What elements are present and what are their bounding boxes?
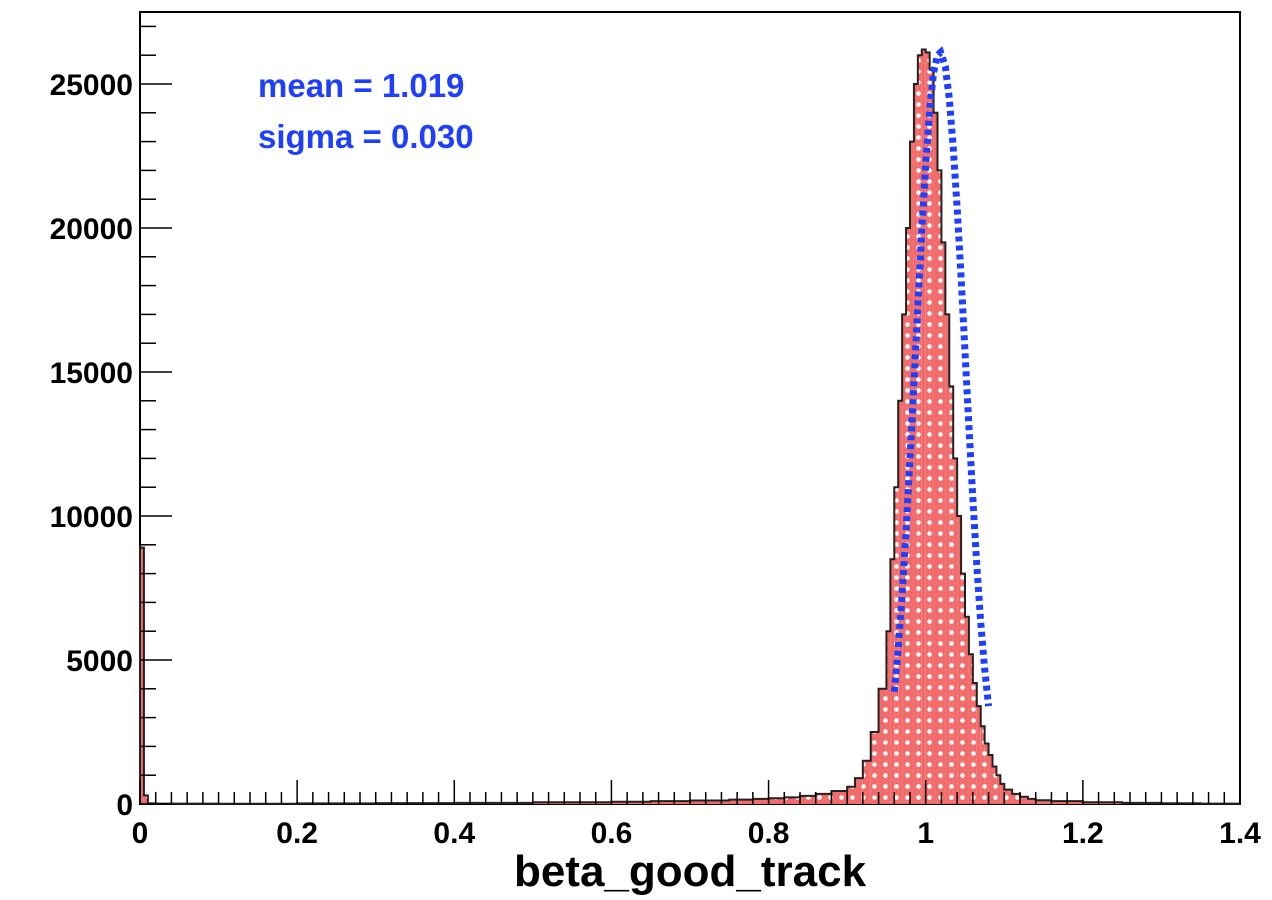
histogram-bar: [965, 616, 969, 804]
histogram-bar: [929, 69, 934, 805]
histogram-bar: [953, 458, 958, 804]
histogram-bar: [906, 228, 910, 804]
histogram-bar: [815, 793, 832, 804]
histogram-bar: [690, 800, 730, 804]
histogram-bar: [968, 654, 973, 804]
histogram-bar: [143, 795, 148, 804]
histogram-bar: [784, 797, 800, 804]
x-tick-label: 0.6: [591, 817, 633, 850]
histogram-bar: [650, 801, 690, 804]
x-tick-label: 0.4: [433, 817, 475, 850]
y-tick-label: 15000: [50, 357, 133, 390]
histogram-bar: [996, 775, 1001, 804]
histogram-bar: [961, 573, 965, 804]
x-tick-label: 0.2: [276, 817, 318, 850]
histogram-bar: [1027, 798, 1036, 804]
y-tick-label: 20000: [50, 213, 133, 246]
y-tick-label: 0: [116, 789, 133, 822]
histogram-bar: [925, 52, 930, 804]
x-tick-label: 1: [917, 817, 934, 850]
x-tick-label: 0.8: [748, 817, 790, 850]
histogram-bar: [921, 49, 926, 804]
histogram-bar: [941, 242, 946, 804]
histogram-bar: [1020, 796, 1028, 804]
histogram-bar: [949, 386, 954, 804]
x-tick-label: 0: [132, 817, 149, 850]
sigma-annotation: sigma = 0.030: [258, 118, 474, 155]
histogram-bar: [1004, 789, 1013, 804]
histogram-bar: [140, 547, 144, 804]
histogram-bar: [855, 778, 863, 804]
histogram-bar: [729, 799, 753, 804]
histogram-bar: [992, 766, 997, 804]
axis-tick-labels: 0 0.2 0.4 0.6 0.8 1 1.2 1.4 0 5000 10000 15000 20000…: [50, 69, 1262, 850]
histogram-outline: [139, 48, 1241, 805]
histogram-bar: [902, 314, 907, 804]
histogram-bar: [913, 84, 918, 804]
y-tick-label: 10000: [50, 501, 133, 534]
x-tick-label: 1.4: [1219, 817, 1261, 850]
histogram-bar: [1012, 793, 1020, 804]
histogram-bar: [976, 706, 981, 804]
histogram-bar: [933, 112, 938, 805]
x-axis-title: beta_good_track: [514, 847, 867, 896]
histogram-bar: [862, 760, 871, 804]
x-tick-label: 1.2: [1062, 817, 1104, 850]
histogram-bar: [800, 795, 816, 804]
mean-annotation: mean = 1.019: [258, 67, 464, 104]
histogram-bar: [611, 801, 651, 804]
histogram-bar: [984, 743, 989, 804]
histogram-bar: [870, 732, 879, 804]
histogram-bar: [972, 683, 977, 804]
y-tick-label: 25000: [50, 69, 133, 102]
histogram-bar: [980, 726, 985, 804]
histogram-bar: [768, 798, 785, 804]
histogram-bar: [1000, 783, 1005, 804]
histogram-bar: [945, 314, 950, 804]
histogram-bar: [988, 755, 993, 804]
histogram-bar: [752, 798, 769, 804]
histogram-bar: [1035, 800, 1052, 804]
histogram-bar: [917, 55, 922, 804]
plot-frame: [139, 11, 1241, 805]
histogram-bars: [140, 49, 1240, 805]
histogram-bar: [898, 400, 903, 804]
y-tick-label: 5000: [66, 645, 133, 678]
axis-ticks: [139, 25, 1241, 805]
histogram-bar: [957, 516, 962, 804]
histogram-bar: [878, 688, 887, 804]
histogram-bar: [847, 786, 855, 804]
gaussian-fit-curve: [890, 46, 993, 707]
histogram-bar: [886, 631, 891, 804]
histogram-bar: [937, 170, 942, 804]
histogram-bar: [831, 791, 848, 804]
fit-line: [890, 46, 993, 707]
